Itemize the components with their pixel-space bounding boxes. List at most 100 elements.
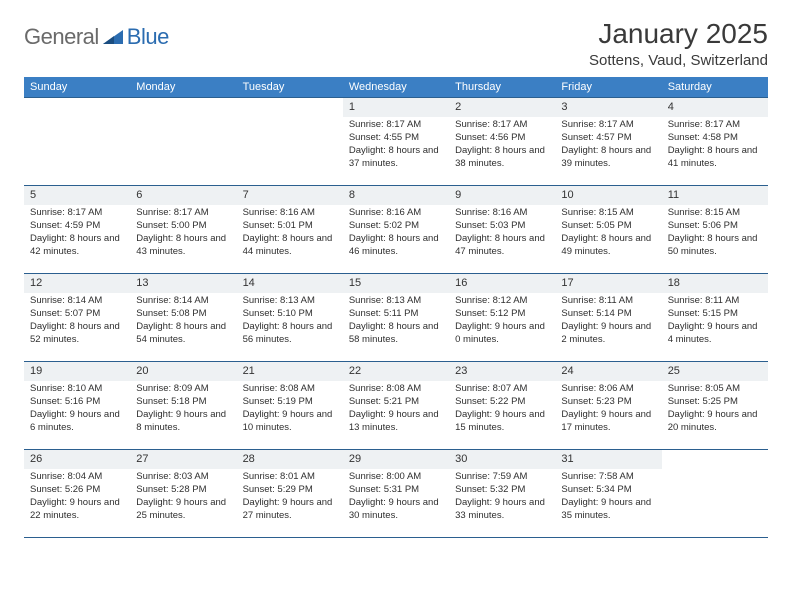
day-number: 6: [130, 186, 236, 205]
calendar-cell: 11Sunrise: 8:15 AMSunset: 5:06 PMDayligh…: [662, 186, 768, 274]
day-details: Sunrise: 8:01 AMSunset: 5:29 PMDaylight:…: [237, 469, 343, 526]
day-number: 15: [343, 274, 449, 293]
calendar-row: 1Sunrise: 8:17 AMSunset: 4:55 PMDaylight…: [24, 98, 768, 186]
calendar-row: 12Sunrise: 8:14 AMSunset: 5:07 PMDayligh…: [24, 274, 768, 362]
calendar-cell: 14Sunrise: 8:13 AMSunset: 5:10 PMDayligh…: [237, 274, 343, 362]
day-number: 5: [24, 186, 130, 205]
calendar-cell: 3Sunrise: 8:17 AMSunset: 4:57 PMDaylight…: [555, 98, 661, 186]
day-number: 7: [237, 186, 343, 205]
day-details: Sunrise: 8:12 AMSunset: 5:12 PMDaylight:…: [449, 293, 555, 350]
day-number: [662, 450, 768, 469]
day-details: Sunrise: 8:14 AMSunset: 5:08 PMDaylight:…: [130, 293, 236, 350]
day-details: Sunrise: 8:15 AMSunset: 5:05 PMDaylight:…: [555, 205, 661, 262]
weekday-header: Tuesday: [237, 77, 343, 98]
calendar-cell: 15Sunrise: 8:13 AMSunset: 5:11 PMDayligh…: [343, 274, 449, 362]
calendar-row: 19Sunrise: 8:10 AMSunset: 5:16 PMDayligh…: [24, 362, 768, 450]
day-number: 20: [130, 362, 236, 381]
day-number: 27: [130, 450, 236, 469]
calendar-header-row: SundayMondayTuesdayWednesdayThursdayFrid…: [24, 77, 768, 98]
calendar-cell: 24Sunrise: 8:06 AMSunset: 5:23 PMDayligh…: [555, 362, 661, 450]
calendar-cell: 8Sunrise: 8:16 AMSunset: 5:02 PMDaylight…: [343, 186, 449, 274]
calendar-cell: 25Sunrise: 8:05 AMSunset: 5:25 PMDayligh…: [662, 362, 768, 450]
day-details: Sunrise: 7:59 AMSunset: 5:32 PMDaylight:…: [449, 469, 555, 526]
day-number: 9: [449, 186, 555, 205]
calendar-cell: 13Sunrise: 8:14 AMSunset: 5:08 PMDayligh…: [130, 274, 236, 362]
calendar-cell: 6Sunrise: 8:17 AMSunset: 5:00 PMDaylight…: [130, 186, 236, 274]
weekday-header: Sunday: [24, 77, 130, 98]
calendar-cell: 4Sunrise: 8:17 AMSunset: 4:58 PMDaylight…: [662, 98, 768, 186]
calendar-row: 26Sunrise: 8:04 AMSunset: 5:26 PMDayligh…: [24, 450, 768, 538]
day-details: Sunrise: 8:08 AMSunset: 5:19 PMDaylight:…: [237, 381, 343, 438]
day-details: Sunrise: 8:13 AMSunset: 5:11 PMDaylight:…: [343, 293, 449, 350]
calendar-cell: 31Sunrise: 7:58 AMSunset: 5:34 PMDayligh…: [555, 450, 661, 538]
calendar-cell: 16Sunrise: 8:12 AMSunset: 5:12 PMDayligh…: [449, 274, 555, 362]
weekday-header: Friday: [555, 77, 661, 98]
calendar-cell: 19Sunrise: 8:10 AMSunset: 5:16 PMDayligh…: [24, 362, 130, 450]
calendar-cell: 17Sunrise: 8:11 AMSunset: 5:14 PMDayligh…: [555, 274, 661, 362]
calendar-cell: 9Sunrise: 8:16 AMSunset: 5:03 PMDaylight…: [449, 186, 555, 274]
day-number: 3: [555, 98, 661, 117]
location-subtitle: Sottens, Vaud, Switzerland: [589, 52, 768, 69]
day-details: Sunrise: 8:17 AMSunset: 4:57 PMDaylight:…: [555, 117, 661, 174]
day-details: Sunrise: 8:17 AMSunset: 4:55 PMDaylight:…: [343, 117, 449, 174]
day-details: Sunrise: 8:15 AMSunset: 5:06 PMDaylight:…: [662, 205, 768, 262]
logo-text-blue: Blue: [127, 24, 169, 50]
day-number: 11: [662, 186, 768, 205]
day-details: Sunrise: 8:17 AMSunset: 4:56 PMDaylight:…: [449, 117, 555, 174]
day-details: Sunrise: 8:11 AMSunset: 5:14 PMDaylight:…: [555, 293, 661, 350]
page-title: January 2025: [589, 18, 768, 50]
calendar-cell: 18Sunrise: 8:11 AMSunset: 5:15 PMDayligh…: [662, 274, 768, 362]
day-number: 18: [662, 274, 768, 293]
calendar-cell: 28Sunrise: 8:01 AMSunset: 5:29 PMDayligh…: [237, 450, 343, 538]
day-details: Sunrise: 8:16 AMSunset: 5:02 PMDaylight:…: [343, 205, 449, 262]
calendar-cell: 1Sunrise: 8:17 AMSunset: 4:55 PMDaylight…: [343, 98, 449, 186]
calendar-cell: [24, 98, 130, 186]
day-details: Sunrise: 8:16 AMSunset: 5:03 PMDaylight:…: [449, 205, 555, 262]
day-number: 10: [555, 186, 661, 205]
day-details: Sunrise: 8:00 AMSunset: 5:31 PMDaylight:…: [343, 469, 449, 526]
day-details: Sunrise: 8:14 AMSunset: 5:07 PMDaylight:…: [24, 293, 130, 350]
day-number: 8: [343, 186, 449, 205]
calendar-cell: 12Sunrise: 8:14 AMSunset: 5:07 PMDayligh…: [24, 274, 130, 362]
day-details: Sunrise: 8:06 AMSunset: 5:23 PMDaylight:…: [555, 381, 661, 438]
day-details: Sunrise: 8:11 AMSunset: 5:15 PMDaylight:…: [662, 293, 768, 350]
calendar-cell: 26Sunrise: 8:04 AMSunset: 5:26 PMDayligh…: [24, 450, 130, 538]
day-details: Sunrise: 8:07 AMSunset: 5:22 PMDaylight:…: [449, 381, 555, 438]
calendar-cell: 20Sunrise: 8:09 AMSunset: 5:18 PMDayligh…: [130, 362, 236, 450]
day-number: 19: [24, 362, 130, 381]
day-details: Sunrise: 8:13 AMSunset: 5:10 PMDaylight:…: [237, 293, 343, 350]
day-number: 14: [237, 274, 343, 293]
logo-text-general: General: [24, 24, 99, 50]
weekday-header: Thursday: [449, 77, 555, 98]
day-number: 16: [449, 274, 555, 293]
calendar-cell: 27Sunrise: 8:03 AMSunset: 5:28 PMDayligh…: [130, 450, 236, 538]
day-number: 29: [343, 450, 449, 469]
calendar-cell: 22Sunrise: 8:08 AMSunset: 5:21 PMDayligh…: [343, 362, 449, 450]
day-number: 31: [555, 450, 661, 469]
day-number: 4: [662, 98, 768, 117]
day-details: Sunrise: 8:10 AMSunset: 5:16 PMDaylight:…: [24, 381, 130, 438]
day-details: [662, 469, 768, 475]
weekday-header: Wednesday: [343, 77, 449, 98]
day-number: 12: [24, 274, 130, 293]
day-details: Sunrise: 8:16 AMSunset: 5:01 PMDaylight:…: [237, 205, 343, 262]
day-number: 13: [130, 274, 236, 293]
day-number: 22: [343, 362, 449, 381]
calendar-cell: 30Sunrise: 7:59 AMSunset: 5:32 PMDayligh…: [449, 450, 555, 538]
calendar-cell: 2Sunrise: 8:17 AMSunset: 4:56 PMDaylight…: [449, 98, 555, 186]
calendar-cell: [237, 98, 343, 186]
day-details: Sunrise: 8:09 AMSunset: 5:18 PMDaylight:…: [130, 381, 236, 438]
calendar-cell: [662, 450, 768, 538]
weekday-header: Monday: [130, 77, 236, 98]
calendar-cell: 10Sunrise: 8:15 AMSunset: 5:05 PMDayligh…: [555, 186, 661, 274]
day-number: 21: [237, 362, 343, 381]
calendar-cell: 23Sunrise: 8:07 AMSunset: 5:22 PMDayligh…: [449, 362, 555, 450]
header: General Blue January 2025 Sottens, Vaud,…: [24, 18, 768, 69]
logo-sail-icon: [103, 28, 125, 46]
day-details: [24, 117, 130, 123]
day-details: Sunrise: 8:05 AMSunset: 5:25 PMDaylight:…: [662, 381, 768, 438]
day-details: Sunrise: 8:08 AMSunset: 5:21 PMDaylight:…: [343, 381, 449, 438]
logo: General Blue: [24, 24, 169, 50]
calendar-body: 1Sunrise: 8:17 AMSunset: 4:55 PMDaylight…: [24, 98, 768, 538]
day-number: 26: [24, 450, 130, 469]
